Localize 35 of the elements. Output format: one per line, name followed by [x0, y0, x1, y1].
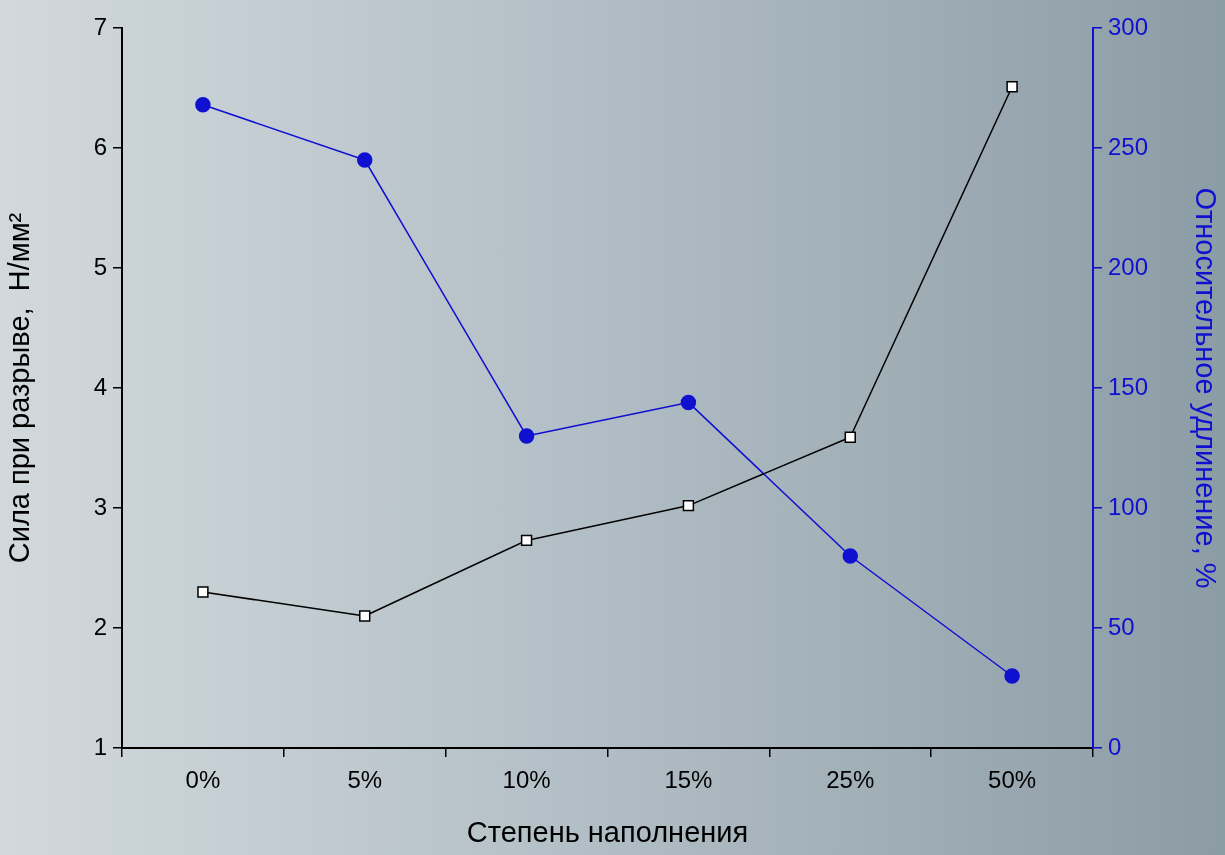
point: [1006, 81, 1018, 93]
x-tick-label: 0%: [185, 766, 221, 794]
y-tick-label: 6: [93, 132, 107, 160]
point: [844, 431, 856, 443]
y-tick-label: 3: [93, 492, 107, 520]
y-tick-label: 1: [93, 732, 107, 760]
y2-axis-title: Относительное удлинение, %: [1189, 187, 1222, 589]
y-axis-title: Сила при разрыве, Н/мм²: [3, 212, 36, 564]
y2-tick-label: 100: [1108, 492, 1149, 520]
point: [359, 610, 371, 622]
y-tick-label: 4: [93, 372, 107, 400]
y2-tick-label: 50: [1108, 612, 1135, 640]
x-tick-label: 5%: [347, 766, 383, 794]
point: [682, 499, 695, 512]
y2-tick-label: 300: [1108, 12, 1149, 40]
point: [357, 152, 373, 168]
x-tick-label: 10%: [502, 766, 551, 794]
point: [1004, 668, 1020, 684]
point: [197, 586, 209, 598]
point: [518, 428, 535, 444]
x-tick-label: 50%: [988, 766, 1037, 794]
y-tick-label: 2: [93, 612, 107, 640]
y2-tick-label: 150: [1108, 372, 1149, 400]
y2-tick-label: 250: [1108, 132, 1149, 160]
y-tick-label: 7: [93, 12, 107, 40]
point: [680, 394, 697, 411]
x-tick-label: 25%: [826, 766, 875, 794]
x-axis-title: Степень наполнения: [466, 815, 749, 848]
y-tick-label: 5: [93, 252, 107, 280]
point: [520, 534, 533, 547]
y2-tick-label: 200: [1108, 252, 1149, 280]
point: [195, 97, 211, 113]
x-tick-label: 15%: [664, 766, 713, 794]
point: [842, 548, 858, 564]
y2-tick-label: 0: [1108, 732, 1122, 760]
